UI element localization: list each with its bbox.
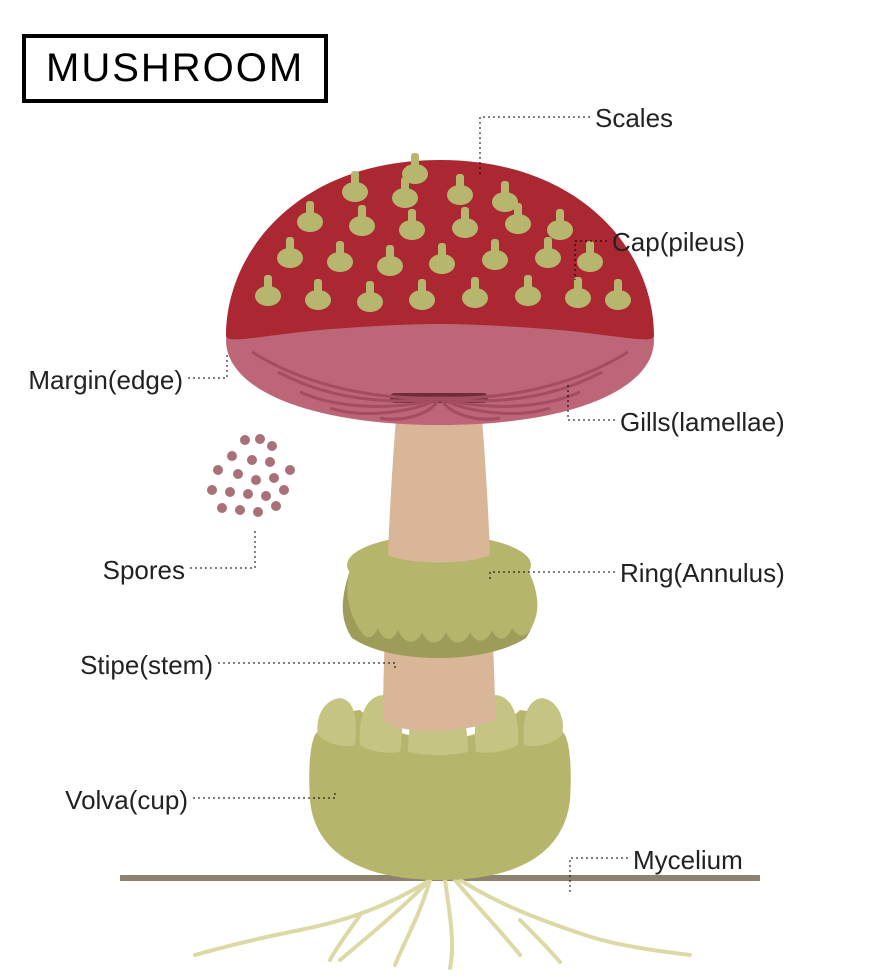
cap-underside — [226, 322, 654, 425]
leader-spores — [190, 530, 255, 568]
label-stipe: Stipe(stem) — [80, 650, 213, 681]
label-margin: Margin(edge) — [28, 365, 183, 396]
leader-stipe — [218, 663, 395, 670]
leader-margin — [188, 355, 227, 378]
mushroom-diagram — [0, 0, 891, 980]
mycelium — [195, 880, 690, 968]
label-gills: Gills(lamellae) — [620, 407, 785, 438]
label-scales: Scales — [595, 103, 673, 134]
label-ring: Ring(Annulus) — [620, 558, 785, 589]
label-volva: Volva(cup) — [65, 785, 188, 816]
label-spores: Spores — [103, 555, 185, 586]
label-cap: Cap(pileus) — [612, 227, 745, 258]
label-mycelium: Mycelium — [633, 845, 743, 876]
spores — [207, 434, 295, 517]
